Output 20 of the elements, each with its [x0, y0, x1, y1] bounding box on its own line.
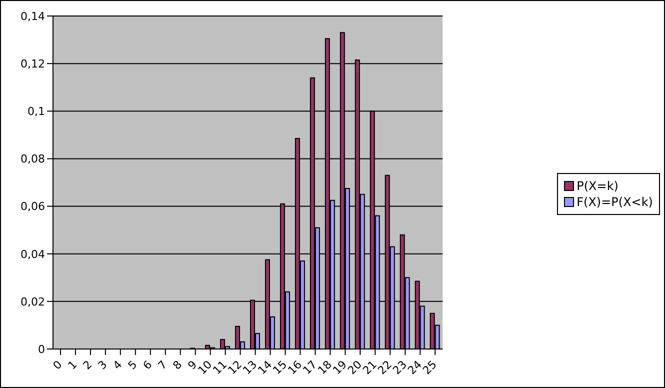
y-tick-label: 0,08 [20, 152, 45, 166]
x-tick-label: 7 [155, 358, 170, 372]
y-tick-label: 0,1 [28, 105, 45, 118]
x-tick-label: 0 [50, 358, 65, 372]
x-tick-label: 3 [96, 358, 110, 372]
x-tick-label: 2 [80, 358, 95, 372]
y-tick-label: 0,12 [20, 57, 45, 70]
x-tick-label: 6 [140, 358, 155, 372]
x-tick-label: 5 [126, 358, 140, 372]
y-tick-label: 0,02 [20, 295, 45, 308]
legend-label: P(X=k) [576, 178, 618, 194]
x-tick-label: 4 [110, 358, 125, 372]
y-tick-label: 0,04 [20, 248, 45, 261]
x-tick-label: 8 [170, 358, 185, 372]
y-tick-label: 0,14 [20, 10, 45, 23]
y-tick-label: 0 [38, 342, 45, 356]
legend-label: F(X)=P(X<k) [576, 194, 653, 210]
x-tick-label: 25 [420, 358, 440, 378]
x-tick-label: 1 [66, 358, 80, 372]
y-tick-label: 0,06 [20, 200, 45, 214]
